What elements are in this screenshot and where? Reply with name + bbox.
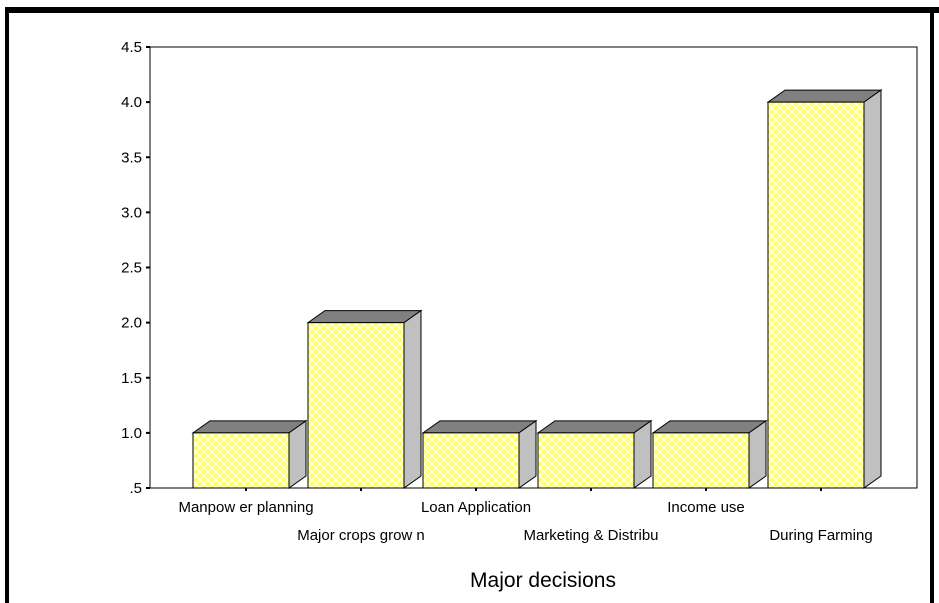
y-tick-label: 3.5 (121, 149, 142, 166)
bar-side-face (748, 419, 767, 489)
bar-front-face (767, 101, 865, 489)
y-axis-tick-labels: .5 1.0 1.5 2.0 2.5 3.0 3.5 4.0 4.5 (121, 39, 142, 497)
bar-front-face (537, 432, 635, 489)
x-tick-label: During Farming (769, 527, 872, 544)
bar-top-face (191, 420, 308, 434)
bar (536, 419, 653, 489)
bar-front-face (307, 322, 405, 489)
bar (651, 419, 768, 489)
x-tick-label: Loan Application (421, 499, 531, 516)
bar-side-face (288, 419, 307, 489)
bar (421, 419, 538, 489)
y-tick-label: .5 (129, 480, 142, 497)
x-tick-label: Marketing & Distribu (523, 527, 658, 544)
x-tick-label: Income use (667, 499, 745, 516)
bar-top-face (306, 310, 423, 324)
bar-front-face (422, 432, 520, 489)
bar-top-face (421, 420, 538, 434)
bar-front-face (192, 432, 290, 489)
y-tick-label: 1.0 (121, 425, 142, 442)
y-tick-label: 4.0 (121, 94, 142, 111)
bar (191, 419, 308, 489)
y-tick-label: 1.5 (121, 370, 142, 387)
bar-top-face (651, 420, 768, 434)
x-tick-label: Major crops grow n (297, 527, 425, 544)
x-axis-title: Major decisions (470, 569, 616, 592)
x-tick-label: Manpow er planning (178, 499, 313, 516)
bars-group (191, 89, 883, 489)
y-tick-label: 3.0 (121, 204, 142, 221)
bar-front-face (652, 432, 750, 489)
y-tick-label: 2.0 (121, 315, 142, 332)
bar-side-face (863, 89, 882, 489)
bar (766, 89, 883, 489)
x-axis-tick-labels: Manpow er planning Major crops grow n Loan… (178, 499, 872, 544)
x-axis-ticks (245, 488, 822, 491)
bar-side-face (403, 309, 422, 489)
bar (306, 309, 423, 489)
y-tick-label: 2.5 (121, 260, 142, 277)
y-axis-ticks (146, 46, 150, 489)
bar-top-face (766, 89, 883, 103)
bar-side-face (633, 419, 652, 489)
y-tick-label: 4.5 (121, 39, 142, 56)
bar-top-face (536, 420, 653, 434)
bar-side-face (518, 419, 537, 489)
